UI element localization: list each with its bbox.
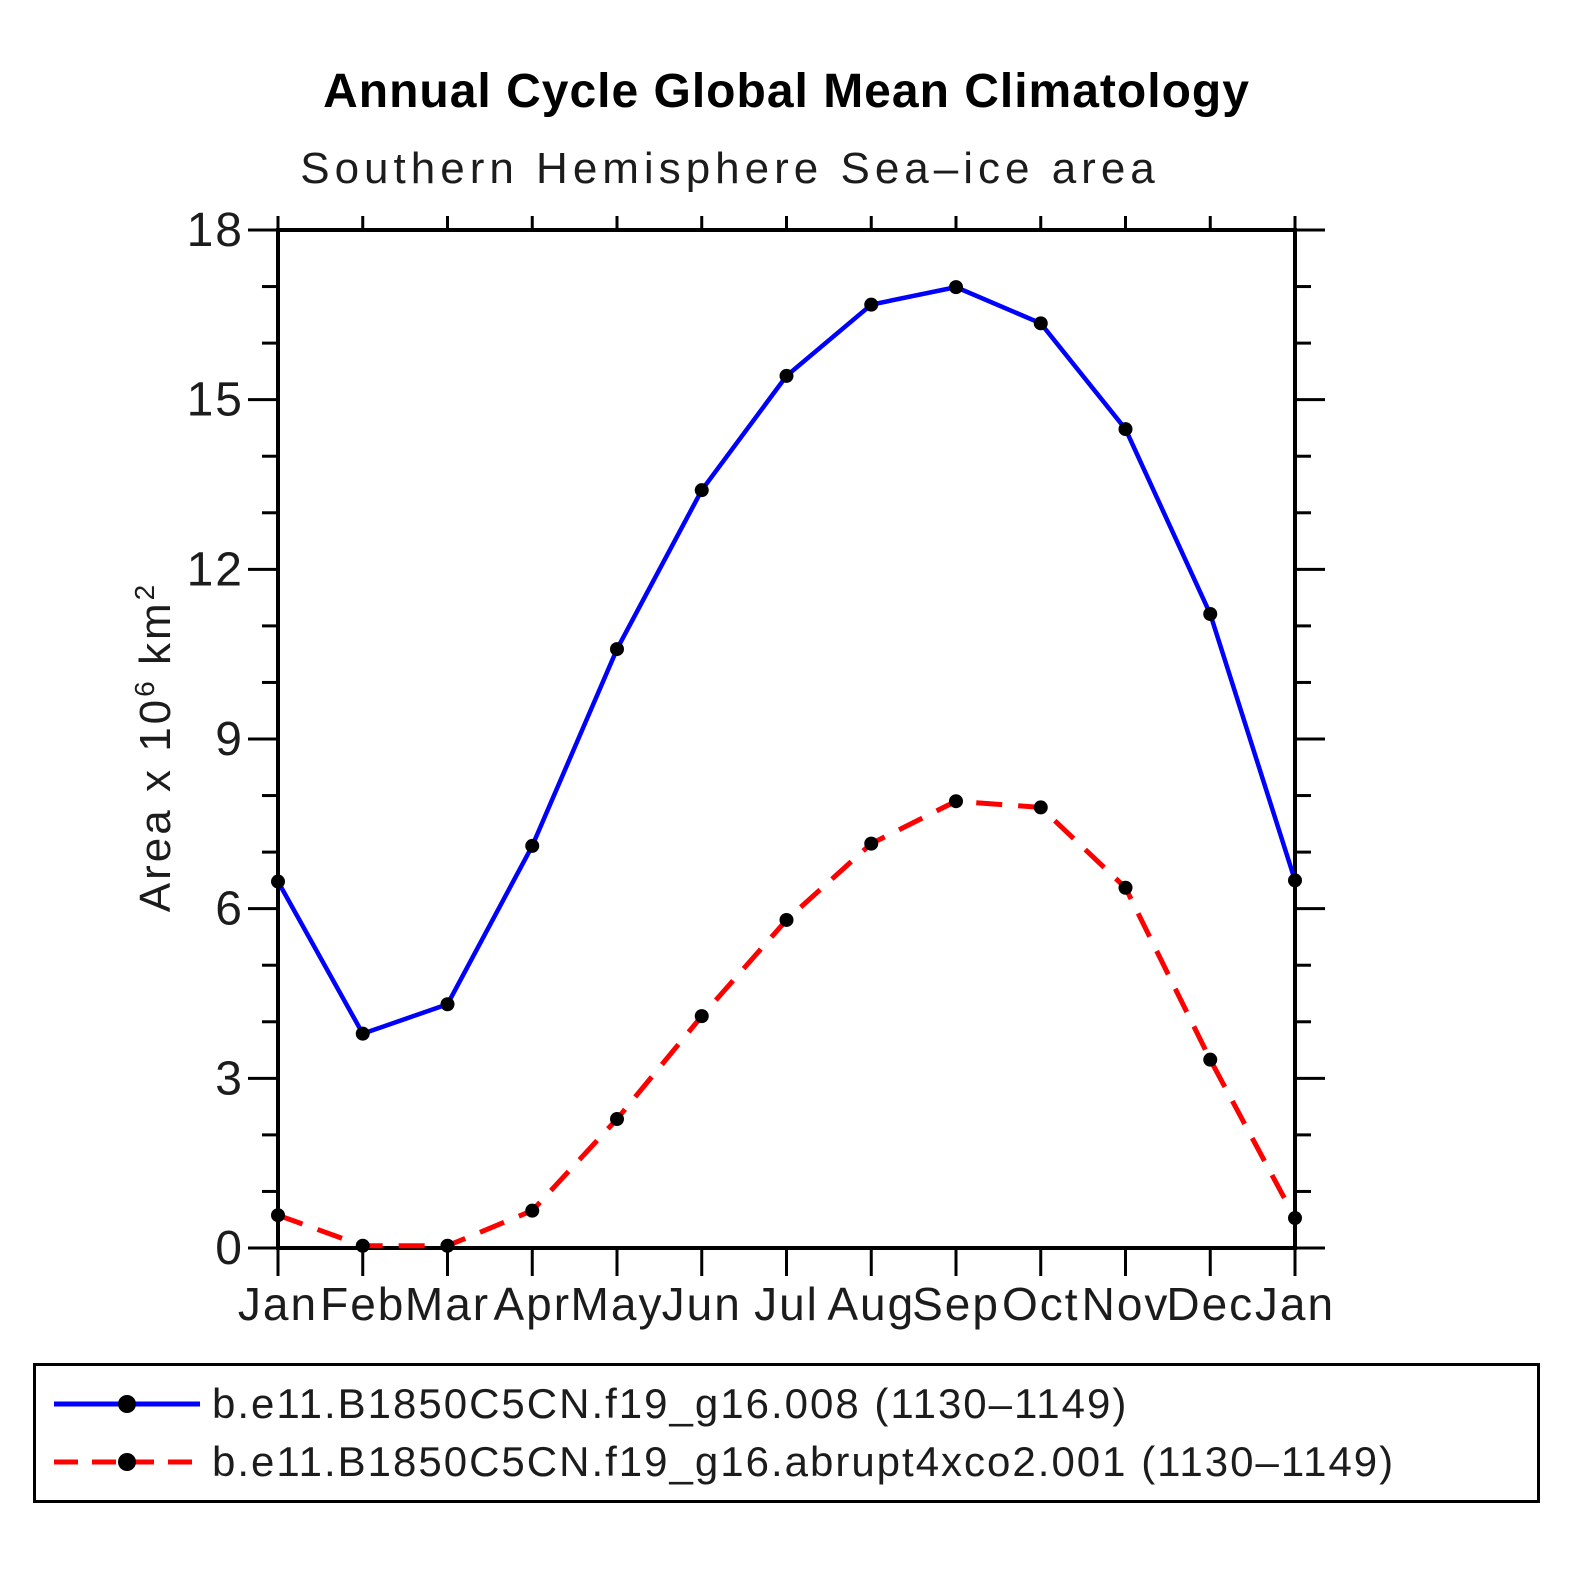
y-tick-label: 6 <box>215 883 244 936</box>
chart-title: Annual Cycle Global Mean Climatology <box>323 65 1250 118</box>
legend-entry-label: b.e11.B1850C5CN.f19_g16.008 (1130–1149) <box>212 1380 1129 1427</box>
data-point <box>1033 316 1048 331</box>
legend-entry-label: b.e11.B1850C5CN.f19_g16.abrupt4xco2.001 … <box>212 1438 1396 1485</box>
y-tick-label: 3 <box>215 1052 244 1105</box>
data-point <box>525 1203 540 1218</box>
data-point <box>440 997 455 1012</box>
legend: b.e11.B1850C5CN.f19_g16.008 (1130–1149) … <box>33 1363 1540 1503</box>
y-tick-label: 15 <box>187 374 244 427</box>
x-tick-label: Nov <box>1082 1278 1170 1330</box>
data-point <box>779 912 794 927</box>
data-point <box>1203 607 1218 622</box>
data-point <box>1033 800 1048 815</box>
data-point <box>1288 873 1302 888</box>
x-tick-label: Mar <box>405 1278 490 1330</box>
data-point <box>694 1009 709 1024</box>
x-tick-label: Sep <box>912 1278 1000 1330</box>
legend-marker-dashed-line-icon <box>54 1453 200 1471</box>
legend-entry: b.e11.B1850C5CN.f19_g16.008 (1130–1149) <box>48 1378 1537 1430</box>
data-point <box>355 1238 370 1253</box>
data-point <box>694 483 709 498</box>
data-point <box>355 1026 370 1041</box>
legend-entry: b.e11.B1850C5CN.f19_g16.abrupt4xco2.001 … <box>48 1436 1537 1488</box>
x-tick-label: Apr <box>493 1278 571 1330</box>
x-tick-label: Jun <box>662 1278 742 1330</box>
series-line-1 <box>277 798 1298 1249</box>
x-tick-label: May <box>571 1278 664 1330</box>
data-point <box>525 838 540 853</box>
data-point <box>779 368 794 383</box>
data-point <box>1118 880 1133 895</box>
y-tick-label: 18 <box>187 204 244 257</box>
data-point <box>271 874 285 889</box>
x-tick-label: Dec <box>1166 1278 1254 1330</box>
chart-subtitle: Southern Hemisphere Sea–ice area <box>300 144 1160 193</box>
data-point <box>949 280 963 295</box>
data-point <box>864 836 879 851</box>
data-point <box>949 794 963 809</box>
data-point <box>610 1112 624 1127</box>
x-tick-label: Oct <box>1002 1278 1080 1330</box>
y-tick-label: 9 <box>215 713 244 766</box>
data-point <box>1118 422 1133 437</box>
y-tick-label: 0 <box>215 1222 244 1275</box>
x-tick-label: Jul <box>754 1278 819 1330</box>
x-tick-label: Aug <box>827 1278 915 1330</box>
data-point <box>610 642 624 657</box>
legend-marker-solid-line-icon <box>54 1395 200 1413</box>
x-tick-label: Feb <box>320 1278 405 1330</box>
data-point <box>271 1208 285 1223</box>
data-point <box>1288 1211 1302 1226</box>
data-point <box>1203 1052 1218 1067</box>
x-tick-label: Jan <box>238 1278 318 1330</box>
data-point <box>440 1238 455 1253</box>
x-tick-label: Jan <box>1255 1278 1335 1330</box>
y-tick-label: 12 <box>187 543 244 596</box>
data-point <box>864 297 879 312</box>
